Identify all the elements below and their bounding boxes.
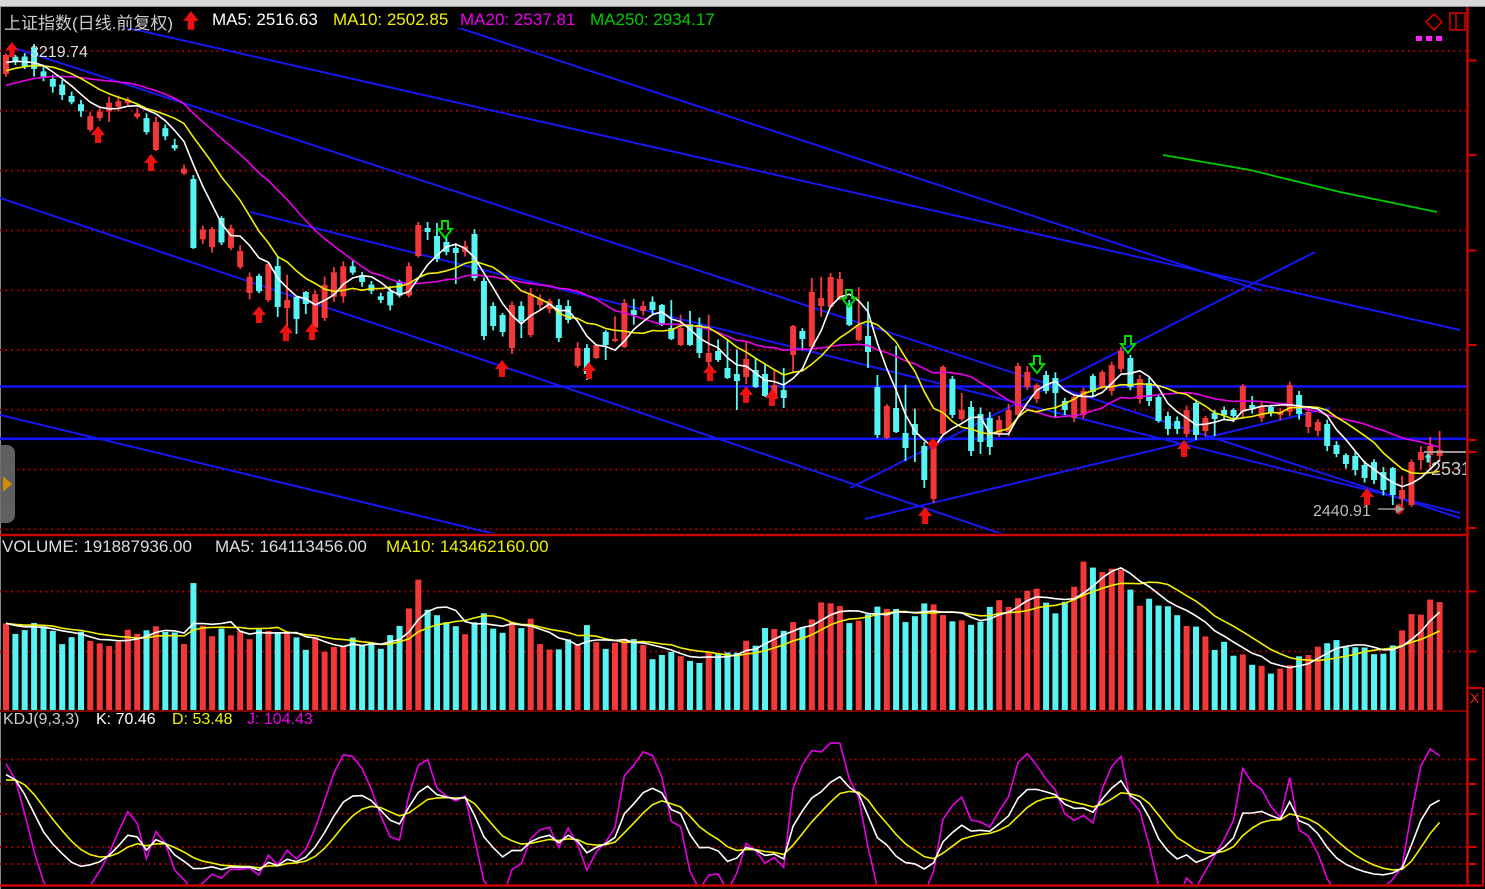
svg-text:2440.91: 2440.91: [1313, 503, 1371, 520]
svg-text:2531: 2531: [1431, 459, 1471, 479]
svg-text:X: X: [1470, 690, 1480, 706]
svg-text:3219.74: 3219.74: [30, 44, 88, 61]
